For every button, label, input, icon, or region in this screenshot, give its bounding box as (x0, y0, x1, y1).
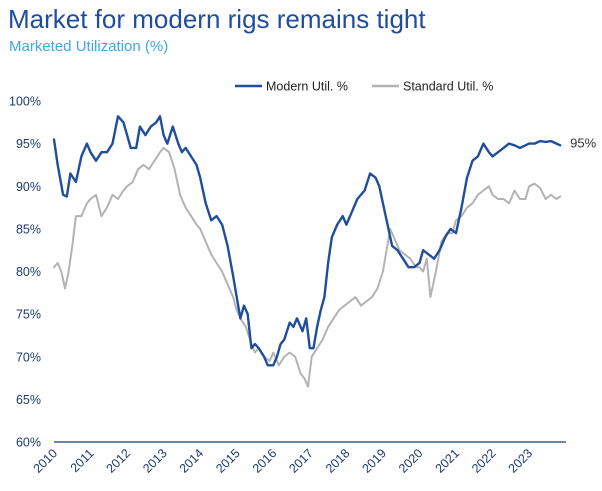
x-tick-label: 2016 (250, 446, 280, 476)
x-tick-label: 2018 (323, 446, 353, 476)
y-tick-label: 75% (16, 308, 41, 322)
x-tick-label: 2010 (31, 446, 61, 476)
y-tick-label: 85% (16, 222, 41, 236)
series-line-modern (52, 115, 562, 367)
x-tick-label: 2015 (213, 446, 243, 476)
legend-label: Modern Util. % (266, 80, 348, 94)
x-tick-label: 2013 (140, 446, 170, 476)
chart-title: Market for modern rigs remains tight (8, 4, 426, 34)
x-tick-label: 2014 (177, 446, 207, 476)
series-lines (52, 115, 562, 388)
x-tick-label: 2019 (359, 446, 389, 476)
y-tick-label: 90% (16, 180, 41, 194)
y-tick-label: 60% (16, 436, 41, 450)
legend-item-standard: Standard Util. % (372, 80, 493, 94)
y-tick-label: 65% (16, 393, 41, 407)
x-tick-label: 2017 (286, 446, 316, 476)
x-tick-label: 2022 (469, 446, 499, 476)
modern-end-value-label: 95% (570, 135, 596, 150)
chart-subtitle: Marketed Utilization (%) (9, 38, 169, 55)
x-tick-label: 2011 (68, 446, 97, 475)
legend-label: Standard Util. % (403, 80, 493, 94)
y-tick-label: 95% (16, 137, 41, 151)
y-tick-label: 80% (16, 265, 41, 279)
x-tick-label: 2020 (396, 446, 426, 476)
legend: Modern Util. % Standard Util. % (235, 80, 493, 94)
x-tick-label: 2021 (433, 446, 463, 476)
legend-item-modern: Modern Util. % (235, 80, 348, 94)
x-tick-label: 2012 (104, 446, 134, 476)
y-tick-label: 100% (9, 95, 41, 109)
x-tick-label: 2023 (506, 446, 536, 476)
y-axis-tick-labels: 60% 65% 70% 75% 80% 85% 90% 95% 100% (9, 95, 41, 450)
series-line-standard (53, 146, 562, 388)
y-tick-label: 70% (16, 350, 41, 364)
x-axis-tick-labels: 2010 2011 2012 2013 2014 2015 2016 2017 2018 2019… (31, 446, 536, 476)
